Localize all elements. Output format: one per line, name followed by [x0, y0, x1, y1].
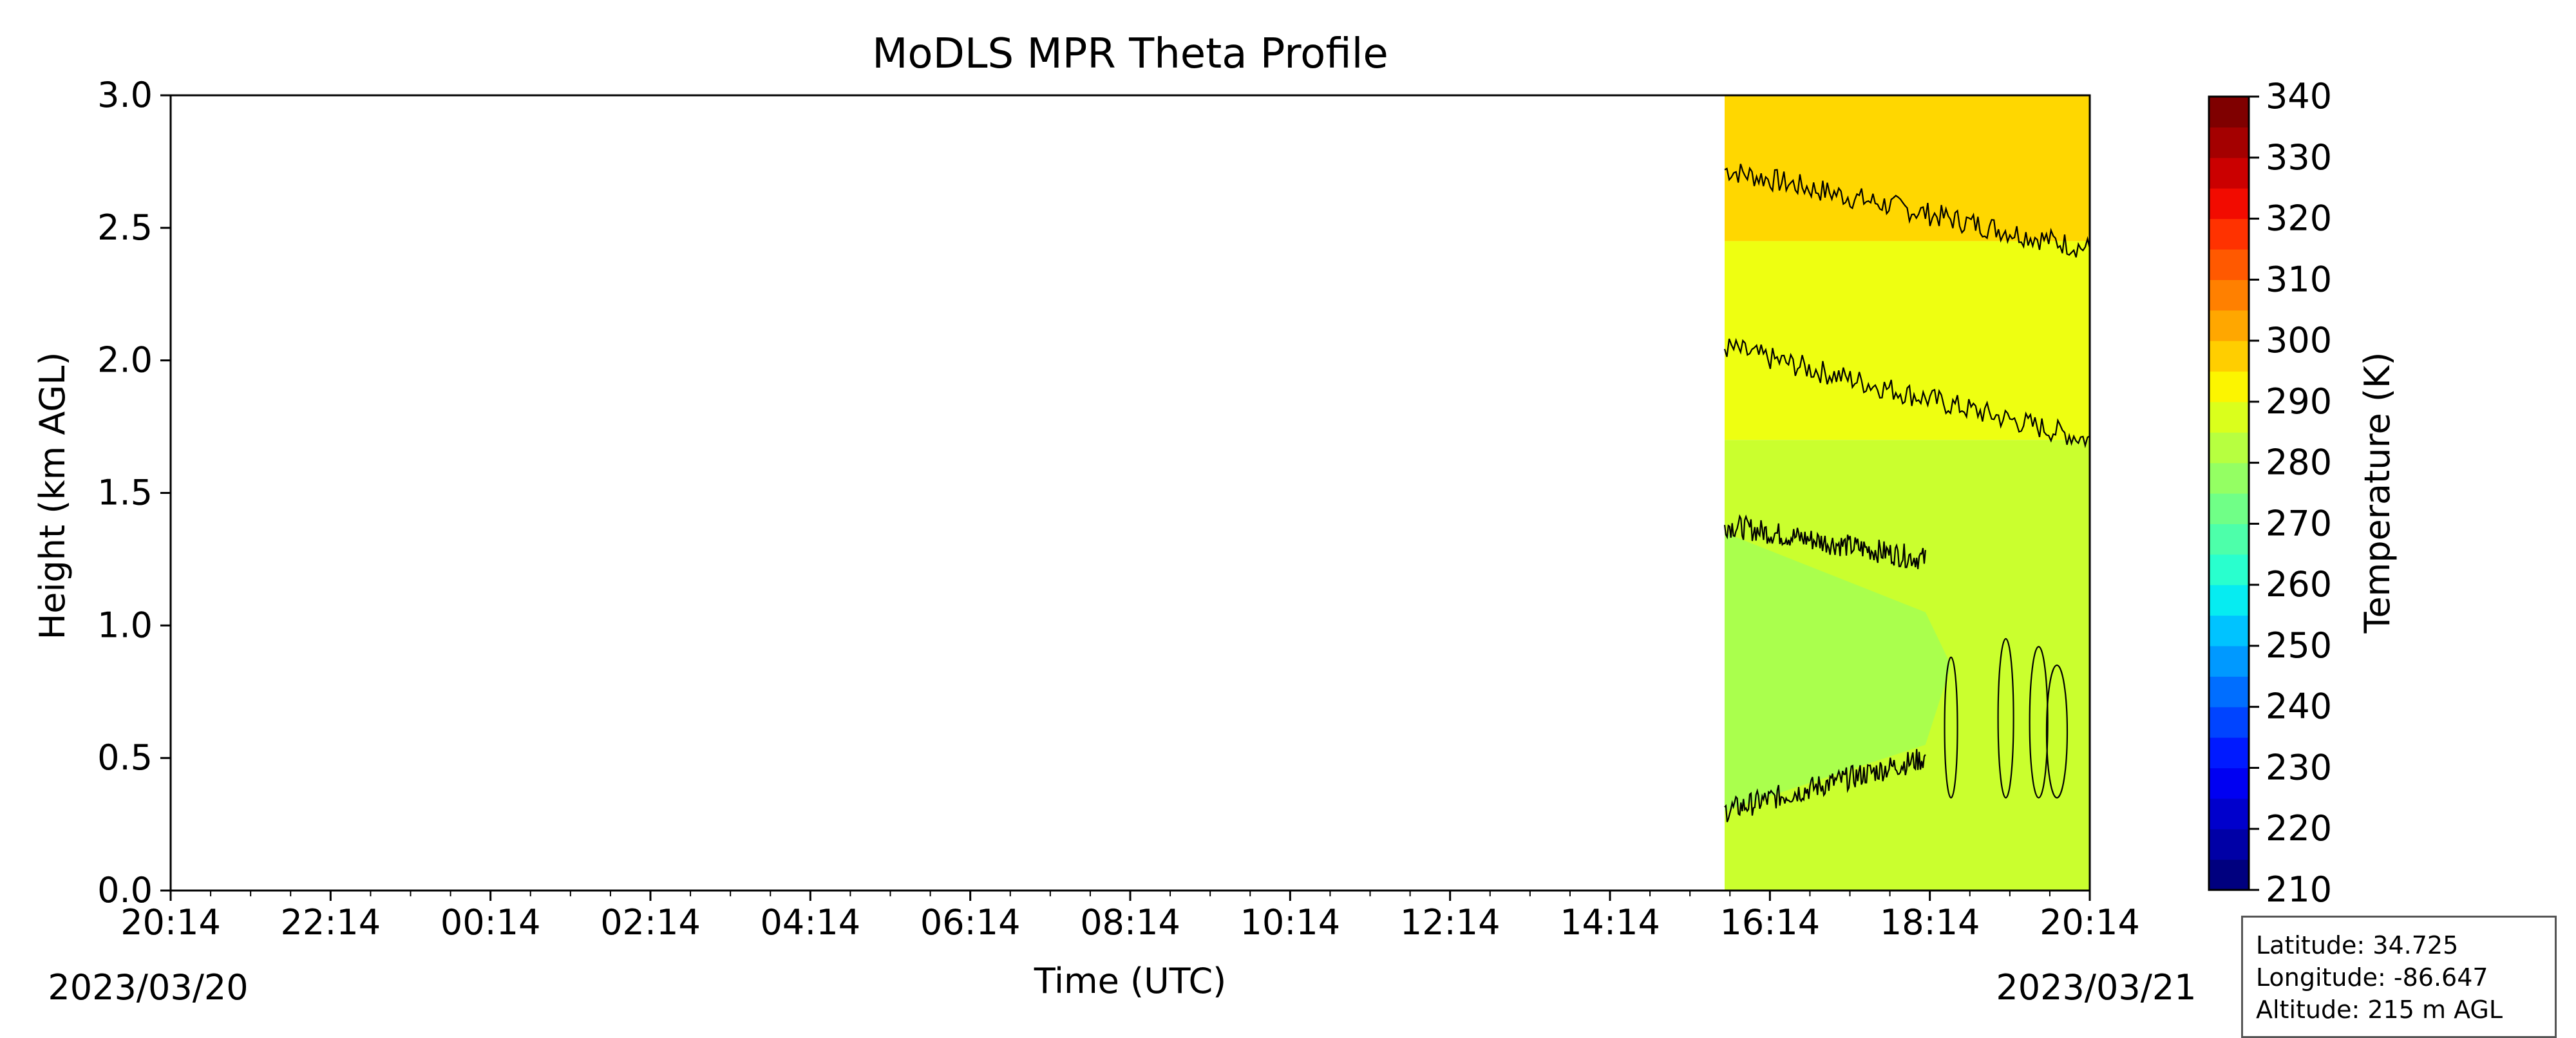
- theta-region-295-300: [1724, 95, 2090, 241]
- colorbar-swatch: [2209, 645, 2249, 677]
- y-tick-label: 2.5: [97, 207, 153, 248]
- contour-loop: [2045, 664, 2069, 799]
- y-tick-label: 0.0: [97, 870, 153, 911]
- colorbar-tick-label: 240: [2266, 686, 2332, 727]
- y-tick-label: 0.5: [97, 737, 153, 778]
- colorbar-swatch: [2209, 737, 2249, 769]
- x-tick-label: 20:14: [120, 902, 221, 943]
- colorbar-tick-label: 290: [2266, 381, 2332, 422]
- contour-line-lower-bottom: [1724, 749, 1926, 822]
- colorbar-swatch: [2209, 524, 2249, 555]
- colorbar-swatch: [2209, 706, 2249, 738]
- y-tick-label: 1.0: [97, 605, 153, 645]
- colorbar-swatch: [2209, 859, 2249, 891]
- colorbar-tick-label: 310: [2266, 259, 2332, 299]
- longitude-text: Longitude: -86.647: [2256, 963, 2488, 992]
- x-tick-label: 12:14: [1400, 902, 1501, 943]
- colorbar-swatch: [2209, 829, 2249, 860]
- colorbar-swatch: [2209, 279, 2249, 311]
- colorbar-swatch: [2209, 615, 2249, 646]
- contour-line-middle: [1723, 337, 2090, 449]
- colorbar-tick-label: 340: [2266, 76, 2332, 117]
- x-tick-label: 14:14: [1560, 902, 1660, 943]
- end-date-label: 2023/03/21: [1996, 967, 2196, 1008]
- colorbar-swatch: [2209, 188, 2249, 220]
- colorbar-tick-label: 270: [2266, 503, 2332, 543]
- colorbar-swatch: [2209, 798, 2249, 829]
- altitude-text: Altitude: 215 m AGL: [2256, 996, 2503, 1024]
- x-tick-label: 18:14: [1880, 902, 1980, 943]
- location-info-box: Latitude: 34.725 Longitude: -86.647 Alti…: [2241, 916, 2557, 1038]
- colorbar-tick-label: 280: [2266, 442, 2332, 483]
- colorbar-swatch: [2209, 462, 2249, 494]
- colorbar-swatch: [2209, 493, 2249, 524]
- x-tick-label: 16:14: [1720, 902, 1821, 943]
- theta-region-280-285: [1724, 533, 1951, 811]
- colorbar-swatch: [2209, 341, 2249, 372]
- contour-loop: [2029, 646, 2049, 799]
- y-tick-label: 1.5: [97, 473, 153, 513]
- theta-region-290-295: [1724, 241, 2090, 440]
- contour-line-upper: [1724, 164, 2091, 258]
- colorbar: 340 330 320 310 300 290 280 270 260 250 240 230 220 2…: [2208, 76, 2332, 910]
- x-tick-label: 10:14: [1240, 902, 1341, 943]
- colorbar-swatch: [2209, 768, 2249, 799]
- x-tick-label: 22:14: [281, 902, 381, 943]
- y-tick-label: 2.0: [97, 340, 153, 381]
- colorbar-swatch: [2209, 127, 2249, 158]
- colorbar-swatch: [2209, 554, 2249, 585]
- x-tick-label: 02:14: [600, 902, 701, 943]
- x-tick-label: 08:14: [1080, 902, 1180, 943]
- colorbar-swatch: [2209, 371, 2249, 402]
- colorbar-swatch: [2209, 585, 2249, 616]
- colorbar-swatch: [2209, 676, 2249, 708]
- colorbar-tick-label: 230: [2266, 747, 2332, 788]
- colorbar-tick-label: 320: [2266, 198, 2332, 239]
- colorbar-tick-label: 330: [2266, 137, 2332, 178]
- chart-title: MoDLS MPR Theta Profile: [872, 30, 1388, 78]
- colorbar-swatch: [2209, 97, 2249, 127]
- contour-loop: [1997, 637, 2014, 799]
- x-axis-label: Time (UTC): [1034, 961, 1227, 1001]
- x-axis: 20:14 22:14 00:14 02:14 04:14 06:14 08:14 10:14…: [120, 891, 2140, 943]
- colorbar-tick-label: 250: [2266, 625, 2332, 666]
- x-tick-label: 20:14: [2040, 902, 2140, 943]
- colorbar-label: Temperature (K): [2357, 352, 2398, 634]
- x-tick-label: 00:14: [440, 902, 541, 943]
- colorbar-tick-label: 300: [2266, 320, 2332, 361]
- y-axis: 0.0 0.5 1.0 1.5 2.0 2.5 3.0: [97, 75, 171, 911]
- colorbar-swatch: [2209, 218, 2249, 250]
- plot-area: [169, 94, 2091, 892]
- latitude-text: Latitude: 34.725: [2256, 931, 2459, 959]
- colorbar-swatch: [2209, 310, 2249, 341]
- contour-loop: [1944, 656, 1958, 799]
- colorbar-swatch: [2209, 401, 2249, 433]
- colorbar-frame: [2208, 95, 2250, 891]
- start-date-label: 2023/03/20: [48, 967, 248, 1008]
- colorbar-tick-label: 260: [2266, 564, 2332, 605]
- colorbar-swatch: [2209, 432, 2249, 464]
- y-axis-label: Height (km AGL): [32, 352, 73, 640]
- y-tick-label: 3.0: [97, 75, 153, 115]
- contour-line-lower-top: [1723, 514, 1926, 569]
- colorbar-tick-label: 210: [2266, 869, 2332, 910]
- colorbar-swatch: [2209, 249, 2249, 280]
- colorbar-swatch: [2209, 157, 2249, 189]
- x-tick-label: 06:14: [920, 902, 1021, 943]
- x-tick-label: 04:14: [761, 902, 861, 943]
- colorbar-tick-label: 220: [2266, 808, 2332, 849]
